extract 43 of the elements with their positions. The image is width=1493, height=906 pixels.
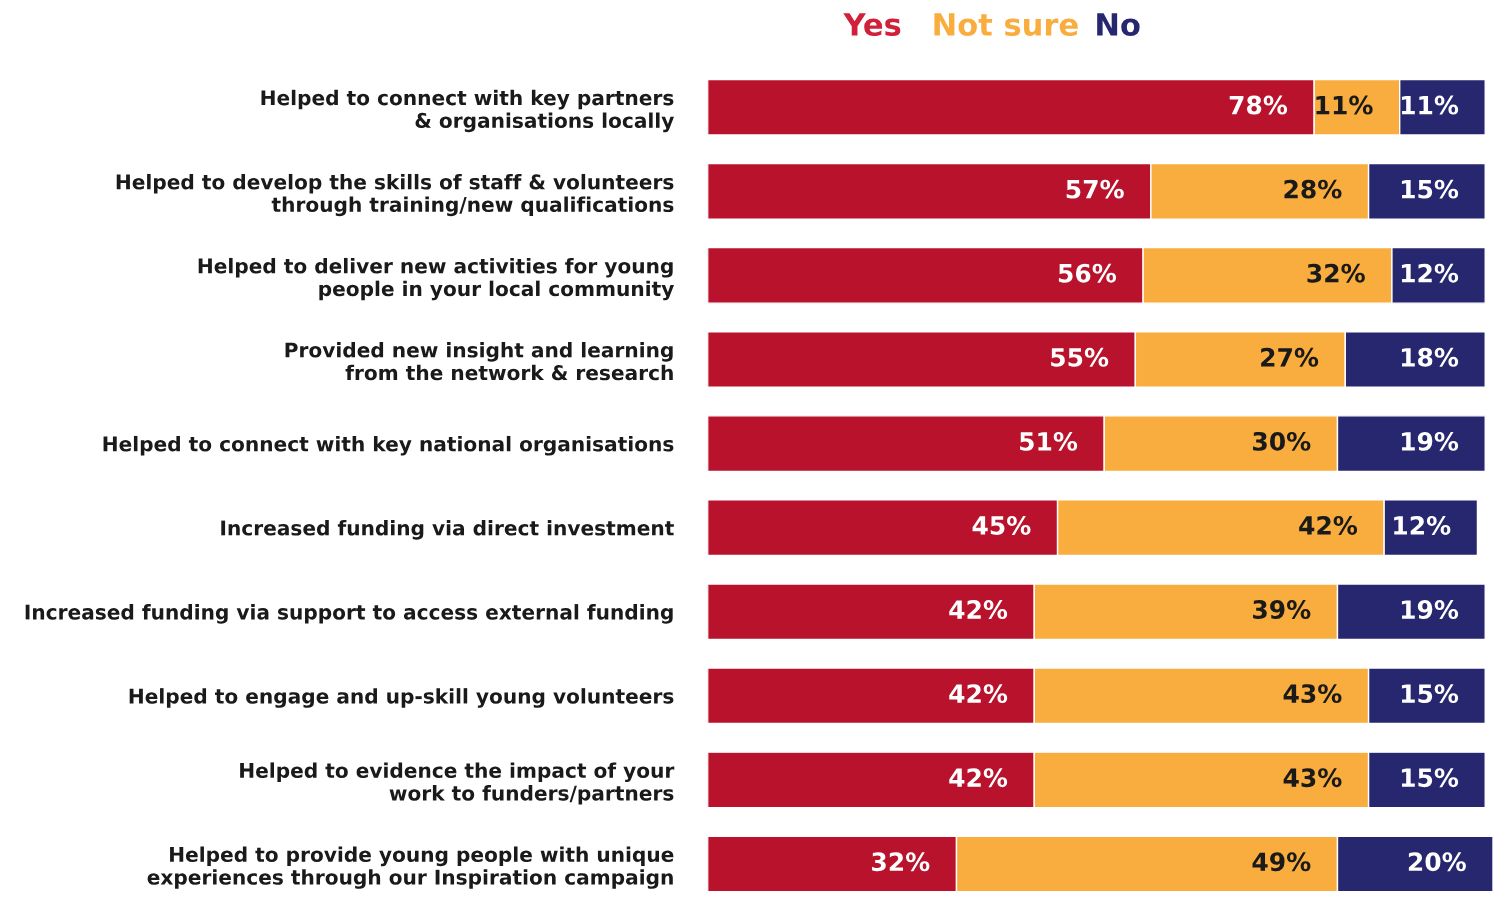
data-label: 32% bbox=[1307, 263, 1365, 283]
data-label: 11% bbox=[1316, 95, 1373, 115]
y-tick-label: Helped to connect with key national organisations bbox=[103, 435, 674, 456]
y-tick-label: Helped to provide young people with unique experiences through our Inspiration campaign bbox=[147, 846, 674, 889]
data-label: 11% bbox=[1401, 95, 1459, 115]
y-tick-label: Helped to develop the skills of staff & volunteers through training/new qualifications bbox=[116, 173, 674, 217]
y-tick-label: Helped to connect with key partners & organisations locally bbox=[261, 89, 674, 133]
data-label: 28% bbox=[1284, 179, 1342, 199]
data-label: 42% bbox=[949, 768, 1008, 788]
data-label: 12% bbox=[1394, 516, 1451, 535]
data-label: 12% bbox=[1401, 263, 1459, 283]
data-label: 27% bbox=[1261, 347, 1319, 367]
data-label: 43% bbox=[1283, 684, 1342, 704]
data-label: 32% bbox=[872, 852, 930, 872]
data-label: 78% bbox=[1229, 95, 1288, 115]
data-label: 57% bbox=[1066, 179, 1124, 199]
series-label: Yes bbox=[843, 13, 901, 37]
text: Not sure bbox=[934, 13, 1078, 37]
data-label: 43% bbox=[1283, 768, 1342, 788]
y-tick-label: Provided new insight and learning from the network & research bbox=[285, 342, 673, 381]
data-label: 18% bbox=[1401, 347, 1459, 367]
data-label: 45% bbox=[972, 516, 1031, 535]
y-tick-label: Increased funding via direct investment bbox=[221, 520, 674, 540]
data-label: 15% bbox=[1401, 179, 1459, 199]
y-tick-label: Helped to evidence the impact of your work to funders/partners bbox=[240, 762, 675, 805]
data-label: 42% bbox=[949, 600, 1008, 619]
data-label: 42% bbox=[1299, 516, 1358, 535]
data-label: 15% bbox=[1401, 684, 1459, 704]
data-label: 56% bbox=[1058, 263, 1117, 283]
data-label: 42% bbox=[949, 684, 1008, 704]
y-tick-label: Helped to engage and up-skill young volunteers bbox=[129, 688, 674, 708]
data-label: 19% bbox=[1401, 431, 1459, 451]
y-tick-label: Helped to deliver new activities for young people in your local community bbox=[198, 257, 674, 301]
data-label: 30% bbox=[1253, 431, 1311, 451]
data-label: 39% bbox=[1253, 600, 1311, 619]
data-label: 20% bbox=[1408, 852, 1466, 872]
data-label: 49% bbox=[1252, 852, 1311, 872]
text: No bbox=[1097, 13, 1140, 37]
data-label: 51% bbox=[1020, 431, 1078, 451]
data-label: 55% bbox=[1051, 347, 1109, 367]
data-label: 19% bbox=[1401, 600, 1459, 619]
y-tick-label: Increased funding via support to access external funding bbox=[25, 604, 673, 624]
data-label: 15% bbox=[1401, 768, 1459, 788]
